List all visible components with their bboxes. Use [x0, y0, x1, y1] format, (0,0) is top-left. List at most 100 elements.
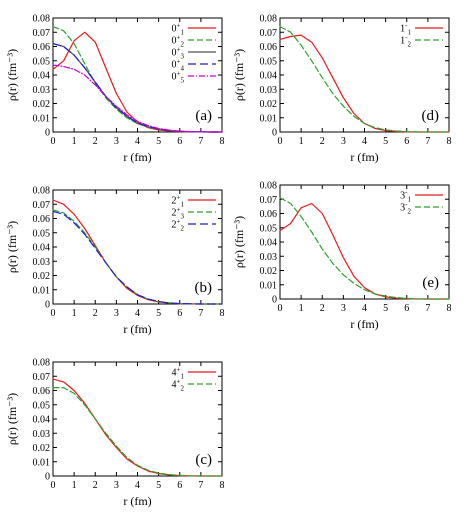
y-axis-label: ρ(r) (fm⁻³): [5, 49, 19, 101]
x-tick-label: 1: [72, 480, 77, 491]
panel-tag-c: (c): [195, 452, 212, 468]
panel-tag-b: (b): [195, 280, 213, 296]
series-line-3-2: [279, 197, 450, 300]
legend-label-3-2: 3-2: [400, 201, 411, 216]
y-tick-label: 0.06: [33, 214, 51, 225]
legend-label-2+3: 2+3: [172, 206, 185, 221]
x-tick-label: 1: [299, 303, 304, 314]
series-line-1-2: [279, 26, 450, 133]
y-tick-label: 0.02: [33, 443, 51, 454]
x-tick-label: 4: [135, 308, 140, 319]
x-tick-label: 7: [425, 303, 430, 314]
y-tick-label: 0.07: [260, 28, 278, 39]
legend-label-0+2: 0+2: [172, 34, 185, 49]
y-tick-label: 0.05: [260, 56, 278, 67]
y-tick-label: 0.05: [260, 223, 278, 234]
series-line-4+2: [52, 387, 223, 477]
x-tick-label: 6: [177, 480, 182, 491]
y-tick-label: 0: [272, 128, 277, 139]
y-tick-label: 0.07: [260, 195, 278, 206]
x-tick-label: 2: [93, 136, 98, 147]
x-tick-label: 4: [362, 136, 367, 147]
legend-label-0+4: 0+4: [172, 58, 185, 73]
x-tick-label: 6: [177, 308, 182, 319]
y-tick-label: 0.07: [33, 28, 51, 39]
x-tick-label: 1: [72, 308, 77, 319]
y-tick-label: 0.05: [33, 228, 51, 239]
y-tick-label: 0.04: [260, 238, 278, 249]
y-axis-label: ρ(r) (fm⁻³): [5, 221, 19, 273]
x-tick-label: 7: [198, 480, 203, 491]
y-axis-label: ρ(r) (fm⁻³): [5, 393, 19, 445]
legend-label-3-1: 3-1: [400, 189, 411, 204]
y-tick-label: 0.05: [33, 400, 51, 411]
y-tick-label: 0.02: [33, 271, 51, 282]
y-tick-label: 0.03: [260, 252, 278, 263]
panel-d: 0 1 2 3 4 5 6 7 8 0 0.01 0.02 0.03 0.04 0.05 0.06 0.07 0.…: [232, 14, 452, 165]
y-tick-label: 0.06: [260, 42, 278, 53]
legend-label-2+1: 2+1: [172, 194, 185, 209]
y-tick-label: 0: [45, 472, 50, 483]
x-tick-label: 5: [156, 308, 161, 319]
legend-label-1-2: 1-2: [400, 34, 411, 49]
x-tick-label: 4: [135, 480, 140, 491]
y-tick-label: 0.06: [260, 209, 278, 220]
y-tick-label: 0.04: [33, 71, 51, 82]
panel-tag-a: (a): [195, 108, 212, 124]
x-axis-label: r (fm): [123, 322, 151, 336]
y-tick-label: 0.01: [33, 457, 51, 468]
x-axis-label: r (fm): [123, 150, 151, 164]
x-tick-label: 7: [198, 308, 203, 319]
panel-b: 0 1 2 3 4 5 6 7 8 0 0.01 0.02 0.03 0.04 0.05 0.06 0.07 0.…: [5, 186, 225, 337]
x-tick-label: 3: [114, 136, 119, 147]
y-tick-label: 0: [45, 128, 50, 139]
y-tick-label: 0: [45, 300, 50, 311]
y-tick-label: 0.02: [33, 99, 51, 110]
x-axis-label: r (fm): [350, 317, 378, 331]
y-tick-label: 0.02: [260, 99, 278, 110]
x-tick-label: 0: [51, 480, 56, 491]
y-tick-label: 0.02: [260, 266, 278, 277]
panel-c: 0 1 2 3 4 5 6 7 8 0 0.01 0.02 0.03 0.04 0.05 0.06 0.07 0.…: [5, 358, 225, 509]
y-tick-label: 0.04: [33, 243, 51, 254]
y-tick-label: 0.08: [260, 14, 278, 25]
x-tick-label: 0: [278, 136, 283, 147]
x-tick-label: 8: [447, 136, 452, 147]
y-tick-label: 0.03: [33, 85, 51, 96]
x-tick-label: 0: [51, 308, 56, 319]
legend-label-4+1: 4+1: [172, 366, 185, 381]
x-tick-label: 6: [404, 136, 409, 147]
x-tick-label: 0: [51, 136, 56, 147]
legend-label-4+2: 4+2: [172, 378, 185, 393]
x-tick-label: 3: [341, 136, 346, 147]
x-tick-label: 6: [177, 136, 182, 147]
x-tick-label: 5: [156, 136, 161, 147]
legend-label-0+3: 0+3: [172, 46, 185, 61]
legend-label-0+5: 0+5: [172, 70, 185, 85]
legend-label-0+1: 0+1: [172, 22, 185, 37]
x-tick-label: 2: [320, 136, 325, 147]
y-tick-label: 0.08: [33, 14, 51, 25]
x-tick-label: 4: [135, 136, 140, 147]
legend-label-2+2: 2+2: [172, 218, 185, 233]
x-tick-label: 3: [114, 480, 119, 491]
x-tick-label: 8: [220, 136, 225, 147]
y-tick-label: 0.04: [33, 415, 51, 426]
x-tick-label: 8: [220, 308, 225, 319]
y-tick-label: 0.03: [260, 85, 278, 96]
x-tick-label: 5: [156, 480, 161, 491]
panel-e: 0 1 2 3 4 5 6 7 8 0 0.01 0.02 0.03 0.04 0.05 0.06 0.07 0.…: [232, 181, 452, 332]
x-axis-label: r (fm): [123, 494, 151, 508]
y-axis-label: ρ(r) (fm⁻³): [232, 49, 246, 101]
y-tick-label: 0.04: [260, 71, 278, 82]
x-tick-label: 8: [447, 303, 452, 314]
y-tick-label: 0.03: [33, 429, 51, 440]
panel-tag-d: (d): [422, 108, 440, 124]
panel-a: 0 1 2 3 4 5 6 7 8 0 0.01 0.02 0.03 0.04 0.05 0.06 0.07 0.…: [5, 14, 225, 165]
x-tick-label: 5: [383, 136, 388, 147]
x-tick-label: 6: [404, 303, 409, 314]
y-tick-label: 0.05: [33, 56, 51, 67]
y-tick-label: 0.07: [33, 372, 51, 383]
y-axis-label: ρ(r) (fm⁻³): [232, 216, 246, 268]
